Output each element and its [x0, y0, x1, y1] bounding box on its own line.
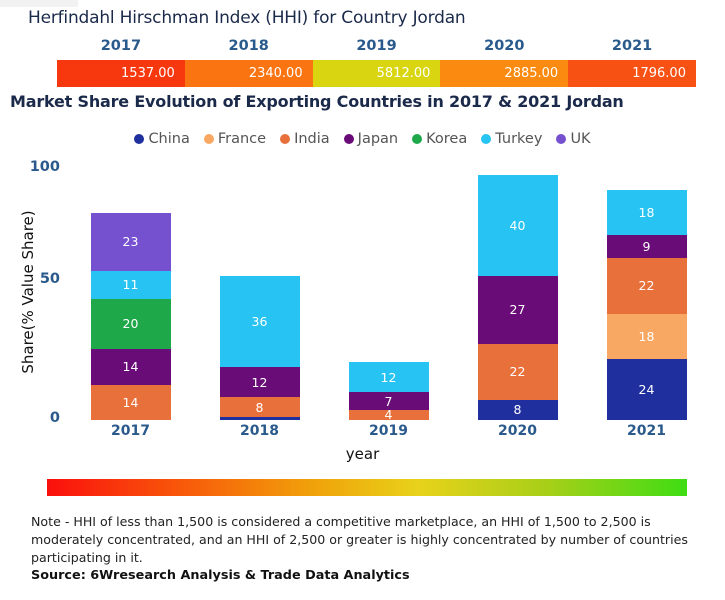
x-tick-2019: 2019	[369, 423, 408, 439]
legend-label: Turkey	[495, 131, 543, 147]
bar-2018[interactable]: 8 12 36	[219, 275, 300, 420]
x-tick-2018: 2018	[240, 423, 279, 439]
bar-segment-2020-india[interactable]: 22	[477, 344, 558, 400]
bar-segment-2017-india[interactable]: 14	[90, 384, 171, 420]
footer-note: Note - HHI of less than 1,500 is conside…	[31, 514, 688, 565]
hhi-year-2018: 2018	[228, 38, 269, 54]
legend-label: France	[217, 131, 267, 147]
hhi-value-2019: 5812.00	[312, 60, 441, 87]
bar-segment-2020-japan[interactable]: 27	[477, 275, 558, 345]
bar-segment-2020-turkey[interactable]: 40	[477, 174, 558, 276]
bar-segment-2018-china[interactable]	[219, 417, 300, 420]
hhi-value-2021: 1796.00	[568, 60, 696, 87]
y-tick-50: 50	[39, 271, 60, 287]
bar-segment-2021-india[interactable]: 22	[606, 258, 687, 314]
bar-segment-2017-korea[interactable]: 20	[90, 298, 171, 350]
legend-label: UK	[570, 131, 591, 147]
bar-segment-2021-turkey[interactable]: 18	[606, 189, 687, 236]
hhi-year-header-row: 2017 2018 2019 2020 2021	[57, 38, 696, 58]
bar-2017[interactable]: 14 14 20 11 23	[90, 212, 171, 420]
x-tick-2020: 2020	[498, 423, 537, 439]
bar-segment-2021-france[interactable]: 18	[606, 313, 687, 360]
top-left-artifact	[0, 0, 78, 7]
bar-2020[interactable]: 8 22 27 40	[477, 174, 558, 420]
bar-segment-2017-uk[interactable]: 23	[90, 212, 171, 271]
legend-label: India	[294, 131, 330, 147]
hhi-title: Herfindahl Hirschman Index (HHI) for Cou…	[28, 8, 466, 28]
y-tick-0: 0	[49, 410, 60, 426]
legend-item-korea[interactable]: Korea	[412, 131, 467, 147]
y-tick-100: 100	[29, 159, 60, 175]
hhi-year-2019: 2019	[356, 38, 397, 54]
hhi-value-bar: 1537.00 2340.00 5812.00 2885.00 1796.00	[57, 60, 696, 87]
bar-segment-2018-japan[interactable]: 12	[219, 366, 300, 398]
hhi-value-2020: 2885.00	[440, 60, 569, 87]
hhi-year-2021: 2021	[611, 38, 653, 54]
legend-dot-icon-china	[134, 134, 145, 144]
bar-segment-2019-india[interactable]: 4	[348, 409, 429, 420]
stacked-bars-container: 14 14 20 11 23 8 12 36 4 7 12 8 22 27 40 24 18 22 9 18	[66, 167, 711, 420]
bar-segment-2021-china[interactable]: 24	[606, 359, 687, 420]
legend-item-china[interactable]: China	[134, 131, 190, 147]
legend-dot-icon-japan	[343, 134, 354, 144]
x-tick-2017: 2017	[111, 423, 150, 439]
legend-label: Japan	[357, 131, 399, 147]
legend-dot-icon-korea	[412, 134, 423, 144]
bar-segment-2017-turkey[interactable]: 11	[90, 270, 171, 299]
legend-dot-icon-uk	[556, 134, 567, 144]
chart-legend: China France India Japan Korea Turkey UK	[0, 131, 725, 147]
legend-label: Korea	[426, 131, 468, 147]
hhi-year-2017: 2017	[100, 38, 142, 54]
legend-dot-icon-india	[280, 134, 291, 144]
footer-source: Source: 6Wresearch Analysis & Trade Data…	[31, 568, 410, 583]
bar-2021[interactable]: 24 18 22 9 18	[606, 189, 687, 420]
x-tick-2021: 2021	[627, 423, 666, 439]
bar-segment-2017-japan[interactable]: 14	[90, 349, 171, 385]
hhi-value-2018: 2340.00	[184, 60, 313, 87]
x-axis-tick-labels: 2017 2018 2019 2020 2021	[66, 423, 711, 443]
legend-item-turkey[interactable]: Turkey	[481, 131, 542, 147]
plot-area: Share(% Value Share) 100 50 0 14 14 20 11 23…	[0, 155, 725, 445]
hhi-year-2020: 2020	[484, 38, 525, 54]
hhi-gradient-scale	[47, 479, 687, 496]
y-axis-title: Share(% Value Share)	[19, 210, 37, 374]
bar-segment-2018-india[interactable]: 8	[219, 397, 300, 418]
legend-item-japan[interactable]: Japan	[343, 131, 399, 147]
bar-segment-2021-japan[interactable]: 9	[606, 235, 687, 259]
legend-item-france[interactable]: France	[203, 131, 267, 147]
bar-segment-2019-japan[interactable]: 7	[348, 392, 429, 410]
legend-dot-icon-turkey	[481, 134, 492, 144]
bar-segment-2019-turkey[interactable]: 12	[348, 361, 429, 393]
legend-item-india[interactable]: India	[280, 131, 330, 147]
x-axis-title: year	[345, 445, 380, 463]
chart-title: Market Share Evolution of Exporting Coun…	[10, 92, 624, 111]
legend-item-uk[interactable]: UK	[556, 131, 591, 147]
legend-dot-icon-france	[203, 134, 214, 144]
bar-segment-2020-china[interactable]: 8	[477, 399, 558, 420]
legend-label: China	[148, 131, 190, 147]
bar-segment-2018-turkey[interactable]: 36	[219, 275, 300, 367]
hhi-value-2017: 1537.00	[57, 60, 185, 87]
bar-2019[interactable]: 4 7 12	[348, 361, 429, 420]
